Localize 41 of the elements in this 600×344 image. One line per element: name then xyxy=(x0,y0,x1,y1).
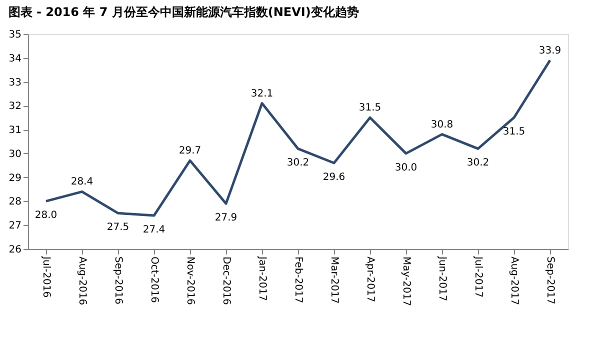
y-tick-label: 29 xyxy=(8,172,22,184)
data-label: 31.5 xyxy=(502,126,526,138)
data-label: 30.2 xyxy=(466,158,490,169)
y-tick-label: 27 xyxy=(8,220,22,232)
data-label: 27.9 xyxy=(214,212,238,224)
x-tick-label: Aug-2016 xyxy=(76,256,88,306)
x-tick-label: Jul-2016 xyxy=(40,256,52,298)
y-tick-label: 33 xyxy=(8,77,22,88)
y-tick-label: 35 xyxy=(8,30,22,40)
data-label: 28.0 xyxy=(34,210,58,222)
data-label: 30.2 xyxy=(286,158,310,169)
y-tick-label: 30 xyxy=(8,148,22,160)
x-tick-label: Sep-2017 xyxy=(544,256,556,304)
y-tick-label: 31 xyxy=(8,125,22,136)
data-label: 28.4 xyxy=(70,176,94,188)
data-label: 32.1 xyxy=(250,88,274,100)
data-label: 27.5 xyxy=(106,222,130,234)
x-tick-label: Dec-2016 xyxy=(220,256,232,305)
data-label: 29.6 xyxy=(322,172,346,183)
x-tick-label: Jun-2017 xyxy=(436,256,448,302)
data-label: 30.8 xyxy=(430,119,454,130)
y-tick-label: 32 xyxy=(8,101,22,112)
x-tick-label: Jul-2017 xyxy=(472,256,484,298)
y-tick-label: 26 xyxy=(8,244,22,256)
x-tick-label: Jan-2017 xyxy=(256,256,268,301)
x-tick-label: May-2017 xyxy=(400,256,412,306)
data-label: 29.7 xyxy=(178,146,202,157)
x-tick-label: Oct-2016 xyxy=(148,256,160,303)
x-tick-label: Feb-2017 xyxy=(292,256,304,304)
x-tick-label: Mar-2017 xyxy=(328,256,340,304)
chart-title: 图表 - 2016 年 7 月份至今中国新能源汽车指数(NEVI)变化趋势 xyxy=(8,5,359,19)
data-label: 31.5 xyxy=(358,102,382,114)
data-label: 27.4 xyxy=(142,224,166,236)
x-tick-label: Nov-2016 xyxy=(184,256,196,305)
y-tick-label: 28 xyxy=(8,196,22,208)
x-tick-label: Apr-2017 xyxy=(364,256,376,302)
x-tick-label: Aug-2017 xyxy=(508,256,520,306)
x-tick-label: Sep-2016 xyxy=(112,256,124,304)
data-label: 30.0 xyxy=(394,162,418,174)
y-tick-label: 34 xyxy=(8,53,22,64)
data-label: 33.9 xyxy=(538,45,562,56)
